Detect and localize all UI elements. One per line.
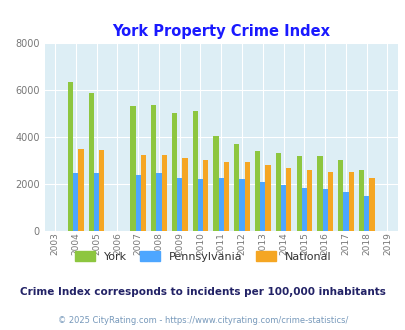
Bar (141, 154, 145, 231)
Bar (275, 153, 280, 231)
Bar (322, 189, 327, 231)
Bar (73, 173, 78, 231)
Bar (156, 173, 161, 231)
Bar (347, 172, 353, 231)
Bar (171, 114, 177, 231)
Bar (94, 173, 99, 231)
Bar (161, 154, 166, 231)
Bar (358, 170, 363, 231)
Bar (265, 165, 270, 231)
Bar (327, 172, 332, 231)
Bar (177, 178, 182, 231)
Text: © 2025 CityRating.com - https://www.cityrating.com/crime-statistics/: © 2025 CityRating.com - https://www.city… (58, 315, 347, 325)
Bar (223, 162, 228, 231)
Bar (296, 156, 301, 231)
Bar (244, 162, 249, 231)
Bar (99, 150, 104, 231)
Bar (78, 149, 83, 231)
Title: York Property Crime Index: York Property Crime Index (112, 24, 329, 39)
Bar (363, 196, 369, 231)
Bar (218, 178, 223, 231)
Bar (234, 144, 239, 231)
Bar (369, 178, 373, 231)
Bar (89, 93, 94, 231)
Bar (239, 179, 244, 231)
Bar (280, 185, 286, 231)
Bar (306, 170, 311, 231)
Bar (151, 105, 156, 231)
Bar (260, 182, 265, 231)
Legend: York, Pennsylvania, National: York, Pennsylvania, National (70, 247, 335, 266)
Bar (130, 106, 135, 231)
Bar (197, 179, 202, 231)
Bar (182, 158, 187, 231)
Bar (317, 156, 322, 231)
Bar (286, 168, 291, 231)
Bar (135, 175, 141, 231)
Bar (254, 151, 260, 231)
Bar (68, 82, 73, 231)
Text: Crime Index corresponds to incidents per 100,000 inhabitants: Crime Index corresponds to incidents per… (20, 287, 385, 297)
Bar (337, 160, 343, 231)
Bar (343, 192, 347, 231)
Bar (202, 160, 208, 231)
Bar (213, 136, 218, 231)
Bar (192, 111, 197, 231)
Bar (301, 187, 306, 231)
